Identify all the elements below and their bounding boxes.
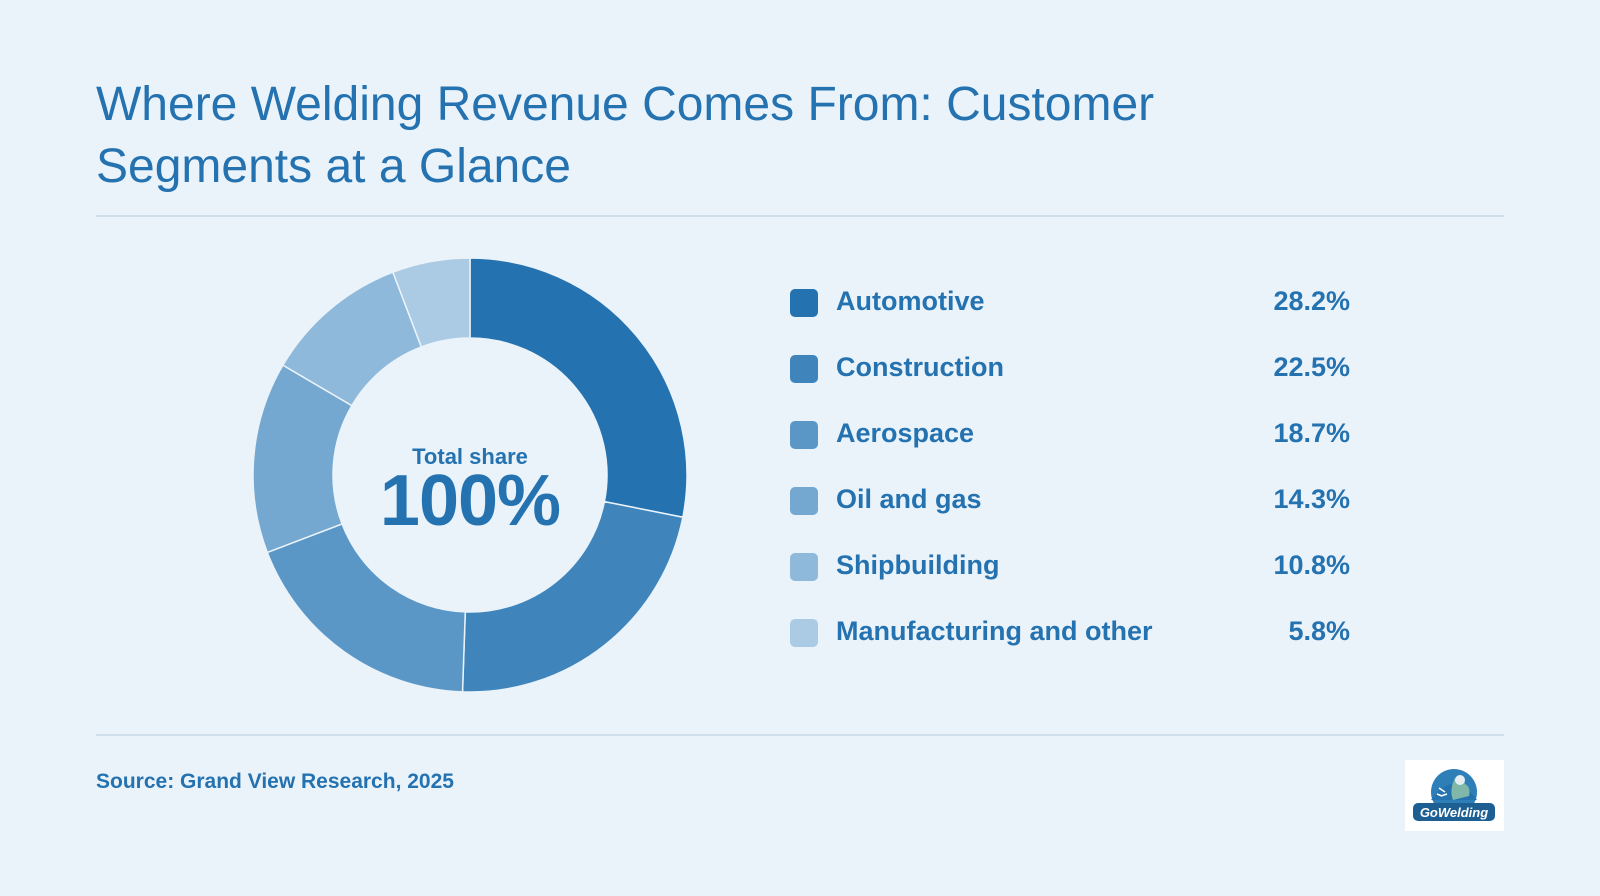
donut-slice-construction: [461, 500, 684, 693]
legend-label: Shipbuilding: [836, 550, 1000, 580]
legend-value: 22.5%: [1273, 352, 1350, 382]
donut-chart: [252, 257, 688, 693]
logo-wordmark: GoWelding: [1420, 805, 1488, 820]
chart-title: Where Welding Revenue Comes From: Custom…: [96, 78, 1155, 193]
legend-item-construction: Construction 22.5%: [790, 350, 1350, 416]
donut-slice-automotive: [469, 257, 688, 519]
footer-divider: [96, 734, 1504, 736]
donut-center-label: Total share: [412, 444, 528, 469]
donut-slices: [252, 257, 688, 693]
legend-swatch: [790, 355, 818, 383]
legend-label: Construction: [836, 352, 1004, 382]
legend-item-automotive: Automotive 28.2%: [790, 284, 1350, 350]
legend-item-oil-and-gas: Oil and gas 14.3%: [790, 482, 1350, 548]
legend-label: Automotive: [836, 286, 985, 316]
donut-center-value: 100%: [379, 461, 561, 541]
header-divider: [96, 215, 1504, 217]
legend-item-shipbuilding: Shipbuilding 10.8%: [790, 548, 1350, 614]
legend-value: 14.3%: [1273, 484, 1350, 514]
legend-label: Aerospace: [836, 418, 975, 448]
legend-label: Manufacturing and other: [836, 616, 1153, 646]
legend-item-aerospace: Aerospace 18.7%: [790, 416, 1350, 482]
legend-item-manufacturing-and-other: Manufacturing and other 5.8%: [790, 614, 1350, 680]
legend-value: 5.8%: [1288, 616, 1350, 646]
legend-value: 28.2%: [1273, 286, 1350, 316]
legend-value: 10.8%: [1273, 550, 1350, 580]
legend-swatch: [790, 619, 818, 647]
legend-swatch: [790, 421, 818, 449]
legend-label: Oil and gas: [836, 484, 982, 514]
legend-swatch: [790, 289, 818, 317]
legend-swatch: [790, 553, 818, 581]
legend-swatch: [790, 487, 818, 515]
gowelding-logo[interactable]: GoWelding: [1405, 760, 1504, 831]
legend: Automotive 28.2% Construction 22.5% Aero…: [790, 284, 1350, 680]
donut-slice-aerospace: [266, 522, 467, 693]
source-note: Source: Grand View Research, 2025: [96, 770, 454, 793]
legend-value: 18.7%: [1273, 418, 1350, 448]
donut-slice-manufacturing-and-other: [391, 257, 471, 348]
